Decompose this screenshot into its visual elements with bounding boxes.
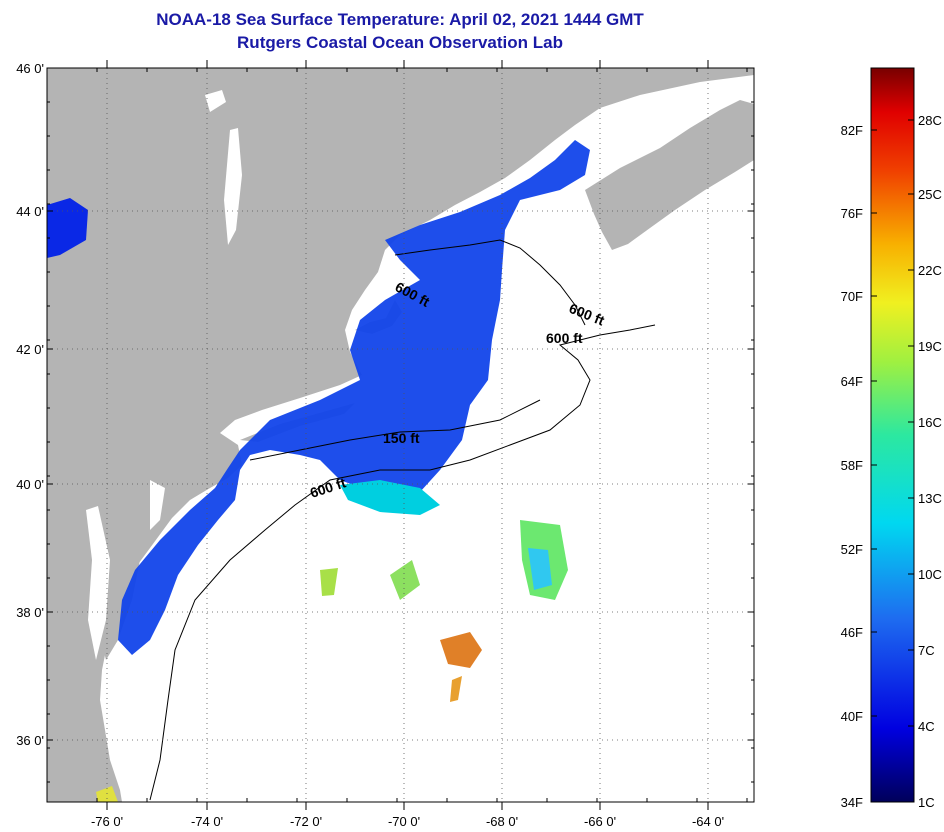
colorbar-celsius-labels: 28C 25C 22C 19C 16C 13C 10C 7C 4C 1C (908, 113, 942, 810)
colorbar-c-label: 22C (918, 263, 942, 278)
map-frame (46, 67, 755, 803)
colorbar-c-label: 7C (918, 643, 935, 658)
contour-150ft (249, 399, 541, 461)
depth-label-150ft: 150 ft (383, 430, 420, 446)
lat-tick-label: 36 0' (16, 733, 44, 748)
sst-cold-region (96, 140, 590, 802)
lake-winnipesaukee (205, 90, 226, 112)
lon-tick-label: -64 0' (692, 814, 724, 829)
lat-tick-label: 42 0' (16, 342, 44, 357)
delaware-bay (150, 480, 165, 530)
colorbar-f-label: 64F (841, 374, 863, 389)
lake-champlain (224, 128, 242, 245)
inland-water (86, 90, 242, 660)
land-us-east-coast (47, 68, 754, 802)
bathymetry-contours (149, 239, 656, 801)
land-nova-scotia (585, 100, 754, 250)
colorbar-c-label: 25C (918, 187, 942, 202)
colorbar-f-label: 52F (841, 542, 863, 557)
sst-warm-patch-1 (340, 480, 440, 515)
colorbar-gradient (870, 67, 915, 803)
colorbar-c-label: 28C (918, 113, 942, 128)
colorbar-c-label: 19C (918, 339, 942, 354)
lon-tick-label: -66 0' (584, 814, 616, 829)
colorbar-c-label: 16C (918, 415, 942, 430)
chesapeake-bay (86, 506, 110, 660)
lat-tick-label: 40 0' (16, 477, 44, 492)
contour-gulf-of-maine (394, 239, 586, 326)
colorbar-f-label: 46F (841, 625, 863, 640)
sst-warm-patch-7 (390, 560, 420, 600)
lon-tick-label: -70 0' (388, 814, 420, 829)
sst-warm-patch-3 (528, 548, 552, 590)
colorbar-f-label: 76F (841, 206, 863, 221)
lake-ontario-sst (47, 198, 88, 258)
map-subtitle: Rutgers Coastal Ocean Observation Lab (237, 33, 563, 52)
lon-tick-label: -72 0' (290, 814, 322, 829)
colorbar-f-label: 70F (841, 289, 863, 304)
colorbar-f-label: 58F (841, 458, 863, 473)
map-area: 600 ft 600 ft 600 ft 150 ft 600 ft (46, 67, 755, 803)
lon-tick-label: -68 0' (486, 814, 518, 829)
lat-tick-label: 44 0' (16, 204, 44, 219)
sst-warm-patch-6 (320, 568, 338, 596)
sst-warm-patch-5 (450, 676, 462, 702)
map-title: NOAA-18 Sea Surface Temperature: April 0… (156, 10, 644, 29)
colorbar-f-label: 82F (841, 123, 863, 138)
lon-tick-label: -74 0' (191, 814, 223, 829)
lon-tick-label: -76 0' (91, 814, 123, 829)
colorbar-c-label: 13C (918, 491, 942, 506)
colorbar-f-label: 34F (841, 795, 863, 810)
colorbar-fahrenheit-labels: 82F 76F 70F 64F 58F 52F 46F 40F 34F (841, 123, 877, 810)
colorbar-f-label: 40F (841, 709, 863, 724)
sst-gulf-of-maine (118, 140, 590, 655)
depth-label-600ft-3: 600 ft (546, 330, 583, 346)
lat-tick-label: 46 0' (16, 61, 44, 76)
lat-tick-label: 38 0' (16, 605, 44, 620)
colorbar-c-label: 1C (918, 795, 935, 810)
lat-axis: 46 0' 44 0' 42 0' 40 0' 38 0' 36 0' (16, 61, 754, 783)
colorbar: 82F 76F 70F 64F 58F 52F 46F 40F 34F 28C 25C 22C 19C… (841, 67, 942, 810)
sst-warm-patch-4 (440, 632, 482, 668)
colorbar-c-label: 10C (918, 567, 942, 582)
lon-axis: -76 0' -74 0' -72 0' -70 0' -68 0' -66 0' -64 … (91, 60, 748, 829)
contour-600ft-coast (149, 324, 656, 801)
colorbar-c-label: 4C (918, 719, 935, 734)
